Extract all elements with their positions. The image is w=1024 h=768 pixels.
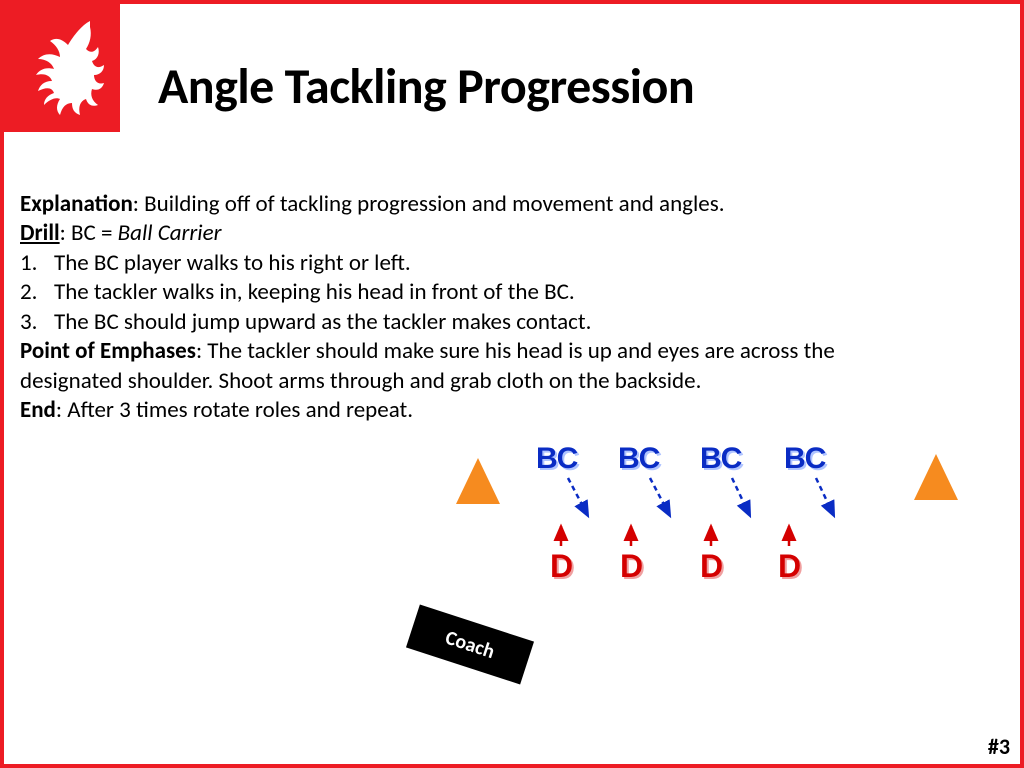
drill-text: : BC =	[60, 219, 118, 247]
step3-text: The BC should jump upward as the tackler…	[54, 308, 591, 336]
slide-title: Angle Tackling Progression	[158, 56, 694, 117]
team-logo	[4, 4, 120, 132]
body-content: Explanation: Building off of tackling pr…	[20, 190, 920, 426]
step2-text: The tackler walks in, keeping his head i…	[54, 278, 575, 306]
step2-num: 2.	[20, 278, 37, 307]
poe-label: Point of Emphases	[20, 337, 196, 365]
drill-diagram: Coach BCBCBCBCDDDD	[440, 442, 1000, 662]
drill-italic: Ball Carrier	[118, 219, 222, 247]
end-text: : After 3 times rotate roles and repeat.	[56, 396, 413, 424]
bc-label: BC	[536, 442, 577, 476]
eagle-icon	[12, 13, 112, 123]
explanation-text: : Building off of tackling progression a…	[133, 190, 725, 218]
d-label: D	[778, 548, 801, 585]
page-number: #3	[988, 733, 1010, 760]
drill-label: Drill	[20, 219, 60, 247]
d-label: D	[620, 548, 643, 585]
d-label: D	[700, 548, 723, 585]
end-label: End	[20, 396, 56, 424]
step1-num: 1.	[20, 249, 37, 278]
step1-text: The BC player walks to his right or left…	[54, 249, 411, 277]
step3-num: 3.	[20, 308, 37, 337]
bc-label: BC	[618, 442, 659, 476]
explanation-label: Explanation	[20, 190, 133, 218]
bc-label: BC	[700, 442, 741, 476]
bc-label: BC	[784, 442, 825, 476]
d-label: D	[550, 548, 573, 585]
